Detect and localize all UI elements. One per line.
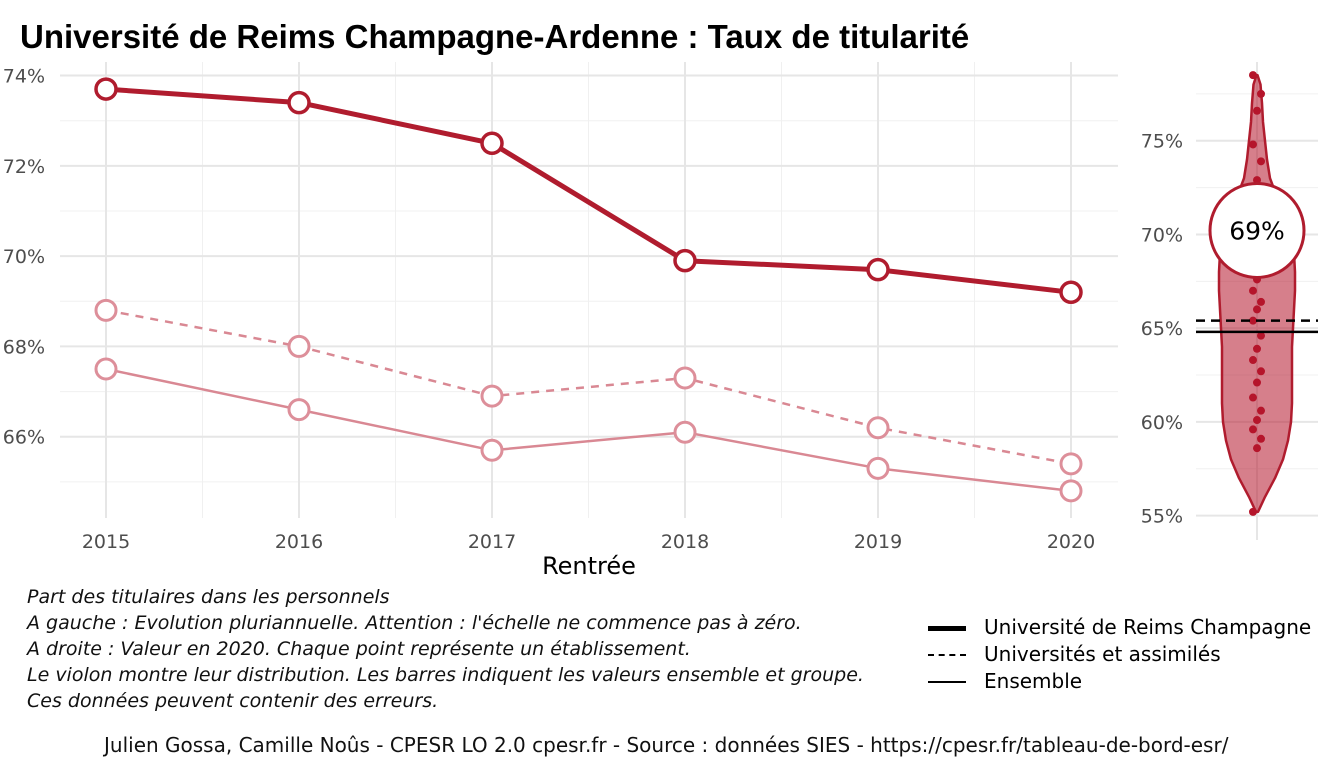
- y-tick-label: 66%: [3, 427, 45, 449]
- legend-item-ensemble: Ensemble: [928, 668, 1311, 695]
- series-line-ensemble: [105, 367, 1072, 493]
- violin-point: [1249, 286, 1257, 295]
- x-tick-label: 2016: [275, 531, 323, 553]
- violin-panel: 55% 60% 65% 70% 75% 69%: [1141, 62, 1318, 540]
- violin-point: [1249, 140, 1257, 149]
- caption-line: Part des titulaires dans les personnels: [27, 586, 390, 608]
- data-point-ensemble: [480, 438, 504, 462]
- legend-key-solid-thin: [928, 668, 966, 695]
- data-point-reims: [94, 77, 118, 101]
- y-tick-label: 74%: [3, 66, 45, 88]
- caption: Part des titulaires dans les personnels …: [27, 584, 864, 714]
- y-tick-label: 55%: [1141, 506, 1183, 528]
- violin-point: [1257, 297, 1265, 306]
- x-tick-label: 2015: [82, 531, 130, 553]
- data-point-universites: [866, 416, 890, 440]
- caption-line: Ces données peuvent contenir des erreurs…: [27, 690, 439, 712]
- violin-point: [1257, 157, 1265, 166]
- violin-point: [1249, 356, 1257, 365]
- data-point-universites: [1059, 452, 1083, 476]
- violin-point: [1253, 344, 1261, 353]
- x-tick-label: 2019: [854, 531, 902, 553]
- violin-point: [1249, 71, 1257, 80]
- legend: Université de Reims Champagne Université…: [928, 614, 1311, 695]
- violin-point: [1249, 425, 1257, 434]
- data-point-ensemble: [94, 357, 118, 381]
- legend-label: Universités et assimilés: [984, 642, 1221, 666]
- violin-point: [1249, 393, 1257, 402]
- line-panel: 66% 68% 70% 72% 74% 2015 2016 2017 2018 2019 2020 R…: [3, 62, 1118, 580]
- highlight-bubble: [1208, 181, 1306, 279]
- data-point-universites: [287, 334, 311, 358]
- data-point-universites: [94, 298, 118, 322]
- data-point-ensemble: [866, 456, 890, 480]
- data-point-ensemble: [1059, 479, 1083, 503]
- violin-point: [1253, 305, 1261, 314]
- violin-point: [1257, 367, 1265, 376]
- legend-label: Ensemble: [984, 669, 1083, 693]
- chart-title: Université de Reims Champagne-Ardenne : …: [20, 18, 969, 55]
- violin-point: [1253, 378, 1261, 387]
- y-tick-label: 68%: [3, 336, 45, 358]
- data-point-reims: [866, 257, 890, 282]
- data-point-reims: [287, 90, 311, 115]
- y-tick-label: 75%: [1141, 131, 1183, 153]
- violin-point: [1249, 507, 1257, 516]
- data-point-reims: [480, 131, 504, 156]
- x-tick-label: 2018: [661, 531, 709, 553]
- x-tick-label: 2017: [468, 531, 516, 553]
- caption-line: A gauche : Evolution pluriannuelle. Atte…: [27, 612, 802, 634]
- violin-point: [1253, 416, 1261, 425]
- data-point-reims: [673, 248, 697, 273]
- x-tick-label: 2020: [1047, 531, 1095, 553]
- series-line-reims: [105, 86, 1072, 295]
- violin-point: [1257, 331, 1265, 340]
- footer-credits: Julien Gossa, Camille Noûs - CPESR LO 2.…: [104, 733, 1229, 757]
- data-point-universites: [673, 366, 697, 390]
- legend-key-solid-thick: [928, 614, 966, 641]
- y-tick-label: 60%: [1141, 412, 1183, 434]
- x-axis-title: Rentrée: [542, 552, 636, 580]
- y-tick-label: 65%: [1141, 318, 1183, 340]
- legend-item-reims: Université de Reims Champagne: [928, 614, 1311, 641]
- violin-point: [1253, 444, 1261, 453]
- y-tick-label: 70%: [1141, 224, 1183, 246]
- violin-point: [1257, 406, 1265, 415]
- data-point-ensemble: [673, 420, 697, 444]
- y-tick-label: 72%: [3, 156, 45, 178]
- data-point-reims: [1059, 280, 1083, 305]
- violin-point: [1253, 106, 1261, 115]
- caption-line: Le violon montre leur distribution. Les …: [27, 664, 864, 686]
- highlight-value-label: 69%: [1229, 216, 1285, 245]
- y-tick-label: 70%: [3, 246, 45, 268]
- violin-point: [1249, 316, 1257, 325]
- legend-item-universites: Universités et assimilés: [928, 641, 1311, 668]
- caption-line: A droite : Valeur en 2020. Chaque point …: [27, 638, 691, 660]
- violin-point: [1257, 434, 1265, 443]
- violin-point: [1257, 89, 1265, 98]
- legend-label: Université de Reims Champagne: [984, 615, 1312, 639]
- data-point-universites: [480, 384, 504, 408]
- legend-key-dashed: [928, 641, 966, 668]
- data-point-ensemble: [287, 398, 311, 422]
